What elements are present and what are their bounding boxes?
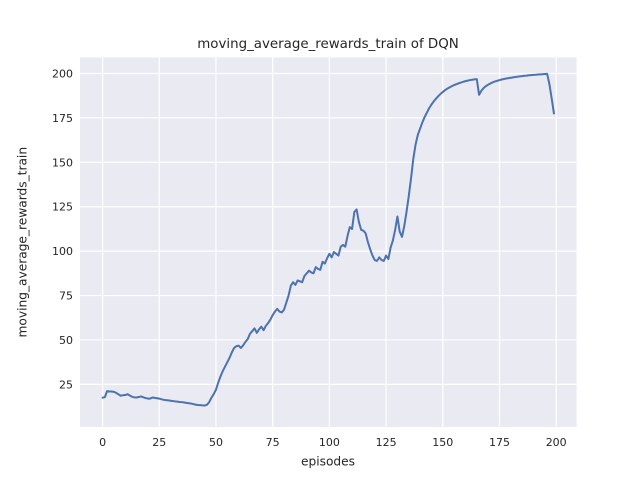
y-tick-label: 200: [52, 67, 73, 80]
x-axis-label: episodes: [301, 455, 355, 469]
y-tick-label: 150: [52, 156, 73, 169]
y-tick-label: 175: [52, 112, 73, 125]
x-tick-label: 100: [319, 436, 340, 449]
x-tick-label: 125: [376, 436, 397, 449]
x-tick-label: 25: [152, 436, 166, 449]
y-tick-label: 75: [59, 290, 73, 303]
x-tick-labels: 0 25 50 75 100 125 150 175 200: [99, 436, 567, 449]
reward-curve: [101, 72, 555, 407]
plot-area: [80, 57, 577, 427]
x-tick-label: 175: [489, 436, 510, 449]
x-tick-label: 150: [432, 436, 453, 449]
y-tick-label: 100: [52, 245, 73, 258]
x-tick-label: 0: [99, 436, 106, 449]
x-tick-label: 200: [546, 436, 567, 449]
y-tick-label: 125: [52, 201, 73, 214]
x-tick-label: 50: [209, 436, 223, 449]
chart-title: moving_average_rewards_train of DQN: [197, 37, 459, 52]
x-tick-label: 75: [266, 436, 280, 449]
y-tick-label: 25: [59, 378, 73, 391]
y-axis-label: moving_average_rewards_train: [16, 147, 30, 338]
y-tick-labels: 25 50 75 100 125 150 175 200: [52, 67, 73, 391]
gridlines: [80, 57, 577, 427]
y-tick-label: 50: [59, 334, 73, 347]
